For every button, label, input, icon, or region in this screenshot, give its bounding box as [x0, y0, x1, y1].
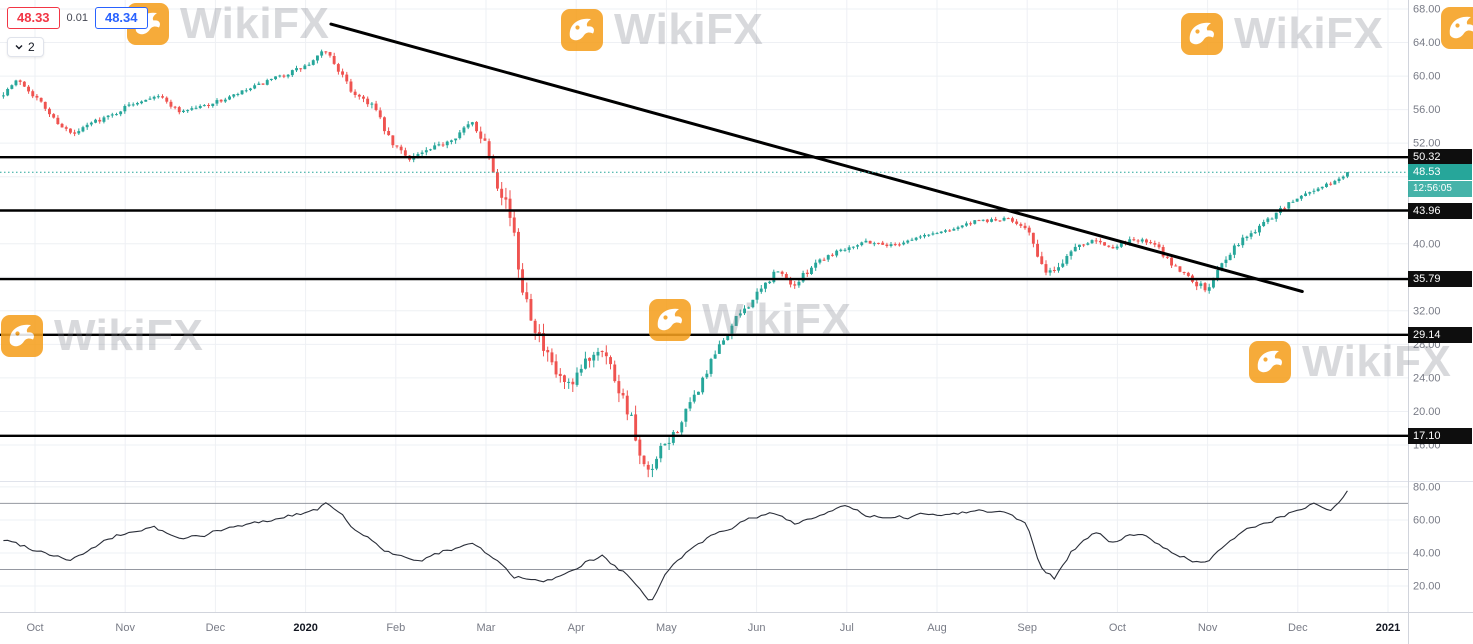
svg-text:Sep: Sep	[1017, 622, 1037, 634]
svg-text:60.00: 60.00	[1413, 71, 1441, 83]
trendline-drawing[interactable]	[329, 22, 1304, 293]
svg-text:Feb: Feb	[386, 622, 405, 634]
svg-text:44.00: 44.00	[1413, 205, 1441, 217]
svg-text:Nov: Nov	[1198, 622, 1218, 634]
interval-value: 2	[28, 40, 35, 54]
svg-text:36.00: 36.00	[1413, 272, 1441, 284]
svg-text:28.00: 28.00	[1413, 339, 1441, 351]
svg-text:Nov: Nov	[115, 622, 135, 634]
svg-text:Jun: Jun	[748, 622, 766, 634]
svg-text:Mar: Mar	[477, 622, 496, 634]
horizontal-level-lines[interactable]	[0, 155, 1408, 437]
svg-text:52.00: 52.00	[1413, 138, 1441, 150]
svg-text:16.00: 16.00	[1413, 440, 1441, 452]
svg-text:Oct: Oct	[26, 622, 43, 634]
svg-text:20.00: 20.00	[1413, 406, 1441, 418]
candlestick-series[interactable]	[2, 49, 1349, 478]
quote-panel: 48.33 0.01 48.34	[7, 7, 148, 29]
svg-text:32.00: 32.00	[1413, 305, 1441, 317]
svg-text:64.00: 64.00	[1413, 37, 1441, 49]
svg-text:80.00: 80.00	[1413, 481, 1441, 493]
svg-text:56.00: 56.00	[1413, 104, 1441, 116]
spread-label: 0.01	[66, 12, 88, 24]
ask-price-button[interactable]: 48.34	[94, 7, 148, 29]
svg-text:May: May	[656, 622, 677, 634]
svg-text:40.00: 40.00	[1413, 238, 1441, 250]
svg-text:2021: 2021	[1376, 622, 1400, 634]
svg-text:Dec: Dec	[206, 622, 226, 634]
svg-text:68.00: 68.00	[1413, 4, 1441, 16]
interval-dropdown[interactable]: 2	[7, 37, 44, 57]
svg-text:48.00: 48.00	[1413, 171, 1441, 183]
grid-lines	[0, 0, 1408, 612]
svg-text:60.00: 60.00	[1413, 515, 1441, 527]
svg-text:24.00: 24.00	[1413, 372, 1441, 384]
svg-text:Apr: Apr	[568, 622, 585, 634]
axis-labels: 68.00 64.00 60.00 56.00 52.00 48.00 44.00 40.00…	[26, 4, 1440, 635]
svg-text:Oct: Oct	[1109, 622, 1126, 634]
svg-text:20.00: 20.00	[1413, 581, 1441, 593]
svg-text:40.00: 40.00	[1413, 548, 1441, 560]
chevron-down-icon	[14, 42, 24, 52]
svg-text:Dec: Dec	[1288, 622, 1308, 634]
oscillator-line	[3, 490, 1348, 601]
svg-text:Aug: Aug	[927, 622, 947, 634]
svg-text:Jul: Jul	[840, 622, 854, 634]
svg-text:2020: 2020	[293, 622, 317, 634]
bid-price-button[interactable]: 48.33	[7, 7, 60, 29]
